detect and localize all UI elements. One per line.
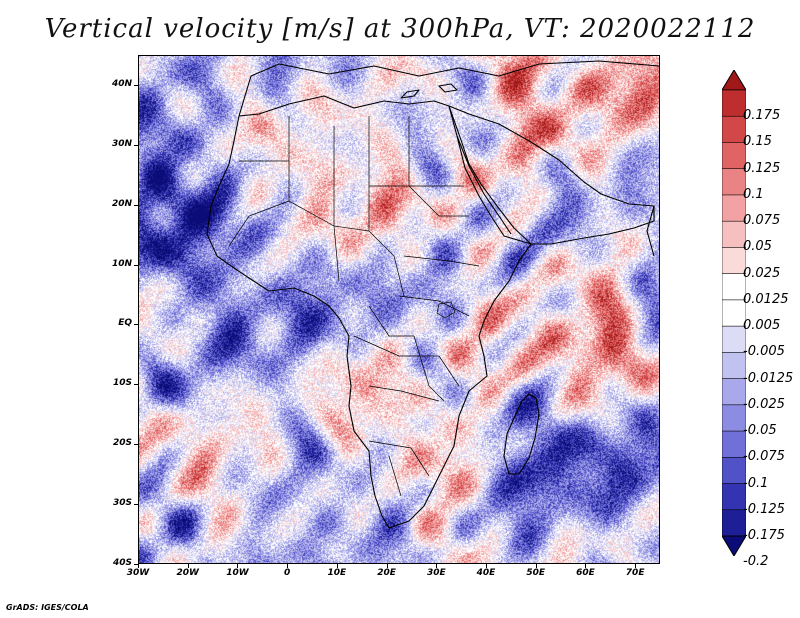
lon-label: 10E	[327, 568, 347, 578]
colorbar-segment	[722, 299, 746, 327]
colorbar-segment	[722, 194, 746, 222]
lat-label: 40N	[111, 78, 132, 89]
lat-tick	[134, 84, 138, 86]
lon-tick	[436, 564, 438, 568]
colorbar-label: -0.1	[743, 475, 769, 491]
colorbar-segment	[722, 509, 746, 537]
colorbar-label: 0.125	[743, 160, 781, 176]
lat-tick	[134, 264, 138, 266]
arabia-coastline	[448, 105, 655, 245]
mediterranean-islands	[400, 83, 458, 99]
colorbar-label: 0.175	[743, 108, 781, 124]
lon-label: 10W	[226, 568, 249, 578]
colorbar-label: 0.025	[743, 265, 781, 281]
lat-tick	[134, 324, 138, 326]
lon-tick	[138, 564, 139, 568]
lon-tick	[386, 564, 388, 568]
lake-victoria	[436, 301, 456, 319]
chart-title: Vertical velocity [m/s] at 300hPa, VT: 2…	[44, 14, 756, 44]
lat-label: 30S	[112, 498, 132, 509]
lat-label: EQ	[118, 318, 132, 329]
europe-coastline	[238, 60, 659, 117]
lon-tick	[237, 564, 239, 568]
colorbar-label: -0.025	[743, 396, 785, 412]
colorbar-segment	[722, 483, 746, 511]
lon-label: 70E	[625, 568, 645, 578]
lat-label: 10N	[111, 258, 132, 269]
colorbar	[722, 70, 746, 556]
map-overlay	[206, 60, 659, 529]
lon-label: 30W	[126, 568, 150, 578]
lon-label: 30E	[426, 568, 446, 578]
colorbar-segment	[722, 430, 746, 459]
map-frame	[138, 55, 660, 564]
lat-tick	[134, 504, 138, 506]
lat-label: 40S	[112, 558, 132, 568]
lat-tick	[134, 204, 138, 206]
lon-label: 60E	[576, 568, 595, 578]
country-borders	[228, 116, 480, 497]
colorbar-segment	[722, 247, 746, 275]
lat-tick	[134, 444, 138, 446]
red-sea	[456, 135, 512, 235]
madagascar-coastline	[503, 393, 540, 475]
colorbar-label: -0.2	[743, 554, 769, 570]
colorbar-top-arrow	[722, 70, 746, 91]
colorbar-label: -0.075	[743, 449, 785, 465]
colorbar-label: 0.15	[743, 134, 772, 150]
lon-label: 40E	[476, 568, 496, 578]
lon-tick	[486, 564, 487, 568]
lat-label: 20S	[112, 438, 132, 449]
colorbar-label: -0.175	[743, 528, 785, 543]
vertical-velocity-field	[139, 56, 659, 563]
colorbar-label: 0.0125	[743, 291, 789, 307]
colorbar-label: 0.005	[743, 318, 781, 334]
lat-label: 10S	[112, 378, 132, 389]
lat-tick	[134, 144, 138, 146]
lon-tick	[585, 564, 587, 568]
colorbar-label: 0.1	[743, 186, 764, 202]
lat-tick	[134, 564, 138, 565]
colorbar-label: 0.075	[743, 213, 781, 229]
colorbar-label: -0.005	[743, 344, 785, 360]
colorbar-label: -0.125	[743, 501, 785, 517]
credit-text: GrADS: IGES/COLA	[6, 603, 89, 612]
lon-tick	[187, 564, 189, 568]
lon-tick	[535, 564, 537, 568]
colorbar-label: -0.0125	[743, 370, 794, 386]
colorbar-label: -0.05	[743, 423, 777, 439]
lon-tick	[287, 564, 289, 568]
colorbar-bottom-arrow	[722, 535, 746, 556]
lon-label: 20W	[176, 568, 199, 578]
colorbar-segment	[722, 168, 746, 196]
colorbar-segment	[722, 325, 746, 354]
lon-label: 0	[284, 568, 291, 578]
africa-coastline	[206, 95, 532, 529]
colorbar-segment	[722, 352, 746, 380]
lon-tick	[635, 564, 637, 568]
colorbar-segment	[722, 220, 746, 249]
colorbar-segment	[722, 273, 746, 301]
lat-tick	[134, 384, 138, 386]
lat-label: 30N	[111, 138, 132, 149]
colorbar-label: 0.05	[743, 239, 772, 255]
lat-label: 20N	[111, 198, 132, 209]
lon-label: 20E	[377, 568, 396, 578]
lon-label: 50E	[526, 568, 546, 578]
india-coastline	[646, 205, 655, 257]
colorbar-segment	[722, 378, 746, 406]
colorbar-segment	[722, 89, 746, 118]
lon-tick	[336, 564, 338, 568]
